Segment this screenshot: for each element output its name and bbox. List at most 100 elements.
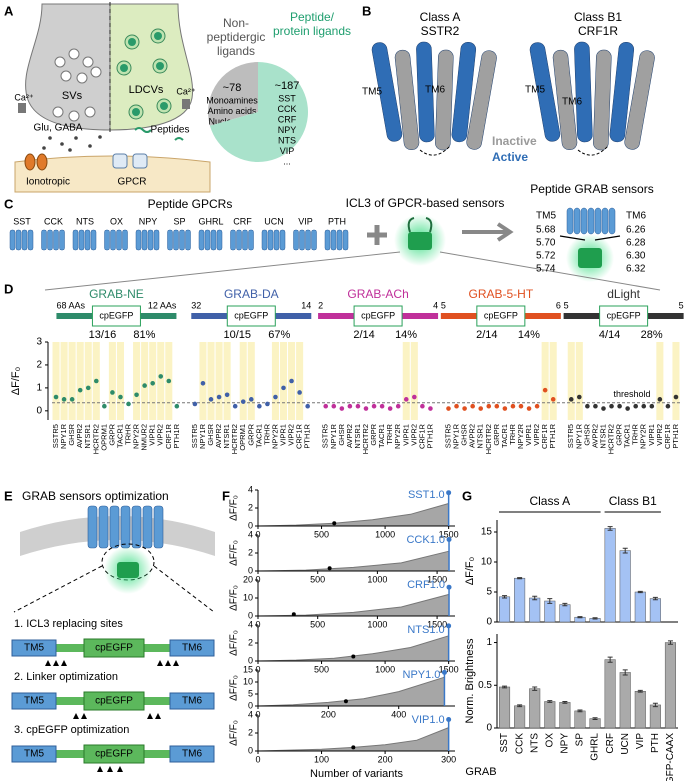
category-label: TRHR bbox=[631, 423, 640, 444]
panel-label: B bbox=[362, 3, 371, 18]
variant-label: VIP1.0 bbox=[412, 714, 445, 726]
gpcr-helix bbox=[305, 229, 311, 251]
receptor-name: VIP bbox=[298, 216, 313, 226]
category-label: VIPR2 bbox=[156, 424, 165, 446]
y-tick-label: 5 bbox=[248, 688, 253, 698]
response-dot bbox=[248, 397, 254, 402]
zoom-lines bbox=[13, 565, 215, 613]
zoom-line bbox=[44, 251, 401, 291]
response-dot bbox=[568, 397, 574, 402]
slice-item: CCK bbox=[277, 104, 296, 114]
panel-label: A bbox=[4, 3, 14, 18]
sensor-name: GRAB-5-HT bbox=[469, 287, 534, 301]
site-marker bbox=[45, 660, 51, 666]
category-label: SSTR5 bbox=[51, 424, 60, 448]
gpcr-helix bbox=[179, 229, 185, 251]
gpcr-icon bbox=[112, 153, 128, 169]
cpegfp-label: cpEGFP bbox=[361, 310, 395, 320]
y-tick-label: 0 bbox=[248, 565, 253, 575]
pass-band bbox=[157, 342, 165, 420]
x-axis-label: GRAB bbox=[465, 766, 496, 778]
bar bbox=[604, 528, 616, 623]
category-label: CRF1R bbox=[295, 423, 304, 449]
category-label: SSTR5 bbox=[321, 424, 330, 448]
bar bbox=[619, 550, 631, 623]
receptor-helix bbox=[153, 505, 164, 549]
gpcr-helix bbox=[147, 229, 154, 251]
error-bar bbox=[547, 598, 553, 604]
category-label: VIPR1 bbox=[401, 424, 410, 446]
y-axis-label: ΔF/F₀ bbox=[229, 630, 240, 656]
x-tick-label: CRF bbox=[605, 733, 616, 754]
category-label: TACR1 bbox=[115, 424, 124, 448]
response-dot bbox=[502, 406, 508, 411]
x-tick-label: NTS bbox=[529, 733, 540, 753]
x-tick-label: 0 bbox=[255, 754, 260, 764]
category-label: VIPR2 bbox=[655, 424, 664, 446]
pass-band bbox=[207, 342, 215, 420]
panel-label: F bbox=[222, 488, 230, 503]
response-dot bbox=[289, 378, 294, 384]
x-tick-label: 0 bbox=[255, 709, 260, 719]
label: LDCVs bbox=[129, 84, 164, 96]
helix bbox=[574, 41, 593, 143]
response-dot bbox=[486, 403, 492, 409]
y-tick-label: 1 bbox=[36, 383, 42, 394]
category-label: CRF1R bbox=[663, 423, 672, 449]
helix bbox=[435, 49, 454, 151]
sensor-helix bbox=[573, 207, 581, 235]
helix bbox=[416, 41, 435, 143]
label: cpEGFP bbox=[95, 749, 133, 760]
label: Peptide GPCRs bbox=[148, 197, 233, 211]
site-marker bbox=[107, 766, 113, 772]
response-dot bbox=[208, 397, 214, 402]
n-linker: 2 bbox=[318, 300, 323, 310]
response-dot bbox=[192, 401, 198, 407]
tm6-box bbox=[169, 639, 215, 657]
pass-band bbox=[271, 342, 279, 420]
site: 6.32 bbox=[626, 264, 646, 275]
response-dot bbox=[454, 403, 459, 409]
y-tick-label: 0 bbox=[36, 405, 42, 416]
label: GPCR bbox=[118, 177, 147, 188]
label: TM6 bbox=[626, 211, 646, 222]
hit-percent: 14% bbox=[518, 329, 540, 341]
pass-band bbox=[133, 342, 141, 420]
response-dot bbox=[387, 406, 393, 411]
parent-point bbox=[332, 521, 337, 526]
bar bbox=[529, 688, 541, 729]
response-dot bbox=[150, 380, 155, 386]
response-dot bbox=[609, 403, 614, 409]
receptor-helix bbox=[87, 505, 98, 549]
x-tick-label: 200 bbox=[321, 709, 336, 719]
y-tick-label: 0 bbox=[486, 723, 492, 734]
category-label: PTH1R bbox=[303, 423, 312, 448]
category-label: AVPR2 bbox=[590, 424, 599, 448]
bar bbox=[619, 672, 631, 729]
slice-item: SST bbox=[278, 93, 296, 103]
receptor-helix bbox=[98, 505, 109, 549]
category-label: NPY2R bbox=[393, 423, 402, 449]
category-label: NTSR1 bbox=[476, 424, 485, 449]
tm5-box bbox=[11, 692, 57, 710]
error-bar bbox=[562, 701, 568, 704]
vesicle bbox=[52, 106, 64, 118]
category-label: TACR1 bbox=[623, 424, 632, 448]
area-fill bbox=[258, 677, 445, 706]
error-bar bbox=[622, 547, 628, 554]
hit-percent: 14% bbox=[395, 329, 417, 341]
x-tick-label: UCN bbox=[620, 733, 631, 755]
y-tick-label: 3 bbox=[36, 337, 42, 348]
site: 6.26 bbox=[626, 225, 646, 236]
response-dot bbox=[478, 406, 484, 411]
error-bar bbox=[517, 577, 523, 580]
label: TM5 bbox=[24, 696, 44, 707]
x-tick-label: 1500 bbox=[427, 619, 447, 629]
gpcr-helix bbox=[204, 229, 211, 251]
slice-item: VIP bbox=[280, 146, 295, 156]
gpcr-helix bbox=[122, 229, 128, 251]
y-tick-label: 10 bbox=[243, 676, 253, 686]
label: Class A bbox=[420, 10, 461, 24]
gpcr-helix bbox=[330, 229, 337, 251]
